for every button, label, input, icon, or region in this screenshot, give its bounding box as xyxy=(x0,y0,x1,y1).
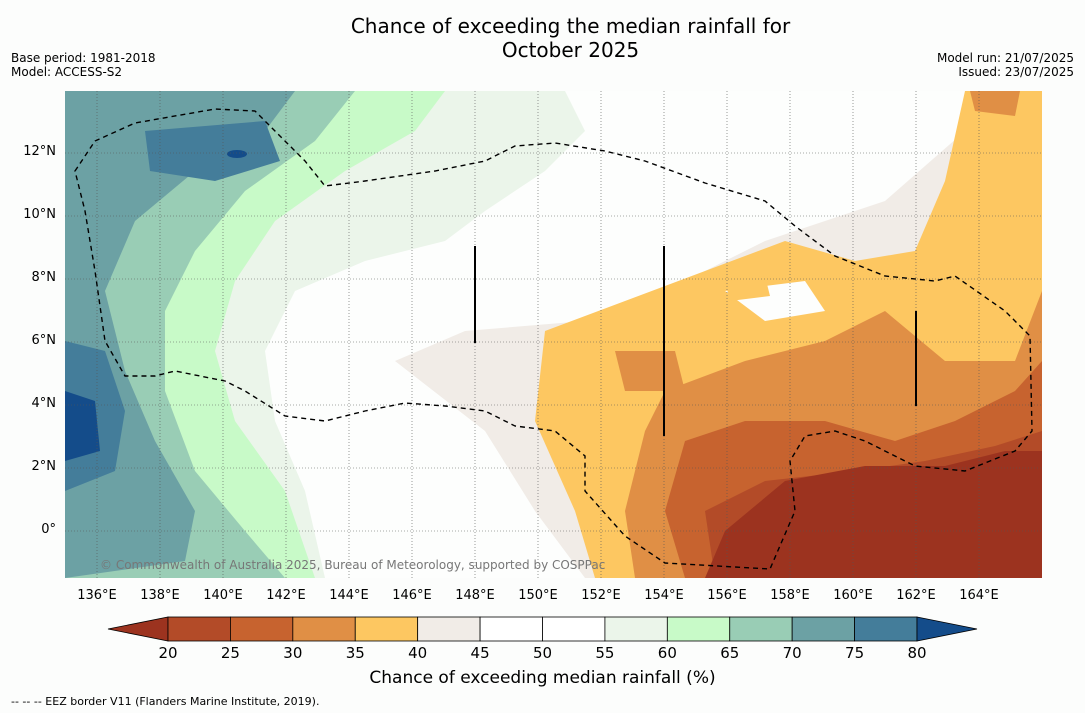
colorbar-tick-label: 75 xyxy=(845,644,865,662)
colorbar-tick-label: 80 xyxy=(907,644,927,662)
rainfall-map: © Commonwealth of Australia 2025, Bureau… xyxy=(65,91,1042,578)
colorbar-segments xyxy=(107,616,978,642)
lon-label: 142°E xyxy=(266,588,306,603)
lon-label: 154°E xyxy=(644,588,684,603)
colorbar-tick-label: 70 xyxy=(782,644,802,662)
colorbar-segment xyxy=(729,616,793,642)
eez-border xyxy=(74,108,1033,570)
copyright-note: © Commonwealth of Australia 2025, Bureau… xyxy=(100,558,606,572)
lon-label: 152°E xyxy=(581,588,621,603)
title-line-1: Chance of exceeding the median rainfall … xyxy=(350,14,791,38)
lon-label: 148°E xyxy=(455,588,495,603)
colorbar-segment xyxy=(230,616,294,642)
zone-30-35-mid xyxy=(615,351,685,391)
colorbar-tick-label: 40 xyxy=(408,644,428,662)
eez-legend: -- -- -- EEZ border V11 (Flanders Marine… xyxy=(11,695,320,708)
lon-label: 144°E xyxy=(329,588,369,603)
colorbar-segment xyxy=(604,616,668,642)
lat-label-8n: 8°N xyxy=(31,270,57,285)
title-line-2: October 2025 xyxy=(501,38,640,62)
colorbar-tick-label: 25 xyxy=(220,644,240,662)
colorbar-title: Chance of exceeding median rainfall (%) xyxy=(369,668,716,688)
colorbar-segment xyxy=(417,616,481,642)
colorbar-segment xyxy=(666,616,731,642)
zone-30-35-ne xyxy=(970,91,1020,116)
lon-label: 138°E xyxy=(140,588,180,603)
zone-orange-patch xyxy=(725,276,770,301)
colorbar-tick-label: 45 xyxy=(470,644,490,662)
lon-label: 146°E xyxy=(392,588,432,603)
map-title: Chance of exceeding the median rainfall … xyxy=(0,14,1085,62)
zone-75-80-north xyxy=(145,121,280,181)
colorbar-segment xyxy=(479,616,543,642)
colorbar-arrow-left xyxy=(107,616,169,642)
colorbar-segment xyxy=(167,616,231,642)
lon-label: 158°E xyxy=(770,588,810,603)
colorbar-segment xyxy=(854,616,918,642)
lat-label-6n: 6°N xyxy=(31,333,57,348)
base-period: Base period: 1981-2018 xyxy=(11,51,156,65)
model-run: Model run: 21/07/2025 xyxy=(936,51,1074,65)
lon-label: 136°E xyxy=(77,588,117,603)
colorbar-tick-label: 60 xyxy=(657,644,677,662)
lat-label-0: 0° xyxy=(41,522,56,537)
zone-below-20 xyxy=(705,451,1042,578)
lon-label: 162°E xyxy=(896,588,936,603)
lon-label: 160°E xyxy=(833,588,873,603)
issued-date: Issued: 23/07/2025 xyxy=(958,65,1074,79)
colorbar-arrow-right xyxy=(916,616,978,642)
lon-label: 150°E xyxy=(518,588,558,603)
colorbar-tick-label: 65 xyxy=(720,644,740,662)
model-info: Base period: 1981-2018 Model: ACCESS-S2 xyxy=(11,51,156,79)
colorbar-tick-label: 55 xyxy=(595,644,615,662)
lon-label: 156°E xyxy=(707,588,747,603)
run-info: Model run: 21/07/2025 Issued: 23/07/2025 xyxy=(937,51,1074,79)
colorbar-segment xyxy=(292,616,356,642)
rainfall-map-svg xyxy=(65,91,1042,578)
lon-label: 164°E xyxy=(959,588,999,603)
colorbar-tick-label: 50 xyxy=(532,644,553,662)
model-name: Model: ACCESS-S2 xyxy=(11,65,123,79)
colorbar-tick-label: 30 xyxy=(283,644,303,662)
colorbar-segment xyxy=(791,616,855,642)
colorbar-tick-label: 35 xyxy=(345,644,365,662)
zone-80-plus-spot xyxy=(227,150,247,158)
lat-label-10n: 10°N xyxy=(23,207,56,222)
colorbar-segment xyxy=(542,616,606,642)
lon-label: 140°E xyxy=(203,588,243,603)
zone-80-plus xyxy=(65,391,100,461)
lat-label-12n: 12°N xyxy=(23,144,56,159)
colorbar-segment xyxy=(354,616,419,642)
zone-70-75 xyxy=(65,91,295,578)
colorbar xyxy=(107,616,978,642)
lat-label-4n: 4°N xyxy=(31,396,57,411)
colorbar-tick-label: 20 xyxy=(158,644,178,662)
lat-label-2n: 2°N xyxy=(31,459,57,474)
